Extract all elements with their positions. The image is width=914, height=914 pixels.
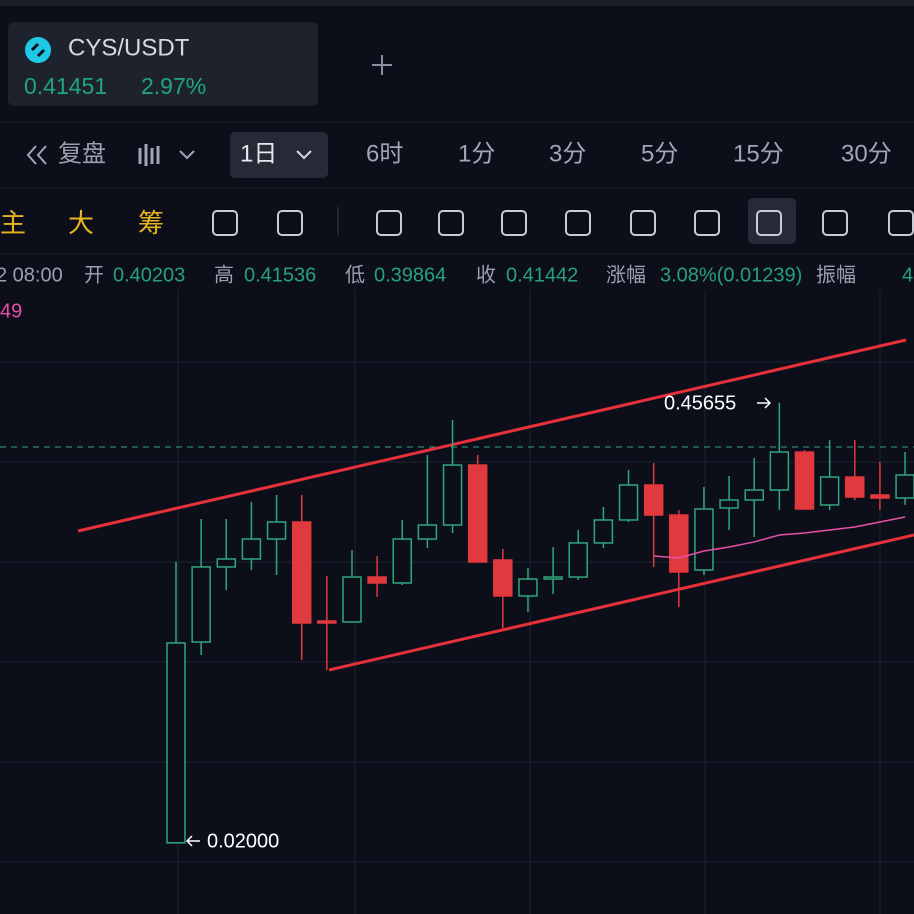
high-annotation: 0.45655 [664,392,736,414]
tool-icon[interactable] [756,210,782,236]
channel-upper[interactable] [77,338,907,533]
tool-icon[interactable] [565,210,591,236]
chevron[interactable] [296,150,312,160]
candle-body [342,576,362,623]
info-open: 0.40203 [113,264,185,286]
candle-body [719,499,739,509]
coin-icon-mark [30,42,46,58]
candle-body [593,519,614,544]
tool-icon[interactable] [630,210,656,236]
ma-line [653,516,906,559]
info-open-label: 开 [84,264,104,286]
candle-body [166,642,186,844]
candle-body [845,476,865,498]
info-close-label: 收 [476,263,496,286]
candle-body [819,476,840,506]
candle-body [769,451,790,491]
chart-type-icon[interactable] [138,144,160,166]
tool-icon[interactable] [212,210,238,236]
low-annotation: 0.02000 [207,830,279,852]
indicator[interactable]: 主 [0,208,26,238]
candle-body [467,464,488,563]
tool-icon[interactable] [438,210,464,236]
candle-body [266,521,287,540]
candle-body [895,474,914,499]
tool-icon[interactable] [501,210,527,236]
interval[interactable]: 1分 [458,140,495,167]
low-arrow [185,835,200,847]
replay[interactable]: 复盘 [58,140,106,167]
candle-body [317,620,337,624]
candle-body [442,464,463,526]
interval[interactable]: 3分 [549,140,586,167]
candle-body [543,576,563,580]
candle-body [216,558,237,568]
candle-body [794,451,815,510]
info-high-label: 高 [214,263,234,286]
candle-body [367,576,387,584]
info-amp-label: 振幅 [816,263,856,286]
candle-body [744,489,764,501]
candle-body [669,514,689,573]
candle-body [417,524,438,540]
info-time: 2 08:00 [0,264,63,286]
candle-body [694,508,714,571]
tool-selected[interactable] [748,198,796,244]
candle-body [518,578,538,597]
symbol-tab[interactable] [8,22,318,106]
info-close: 0.41442 [506,264,578,286]
coin-icon [25,37,51,63]
change: 2.97% [141,73,206,99]
replay-icon[interactable] [26,145,47,165]
indicator[interactable]: 大 [68,208,94,238]
tool-icon[interactable] [376,210,402,236]
candle-body [870,494,890,499]
add-tab[interactable] [372,55,392,75]
info-low: 0.39864 [374,264,446,286]
candle-body [392,538,413,584]
candle-body [643,484,664,516]
candle-body [191,566,211,643]
price: 0.41451 [24,73,107,99]
interval[interactable]: 1日 [240,140,277,167]
tool-icon[interactable] [694,210,720,236]
candle-body [493,559,513,597]
tool-icon[interactable] [888,210,914,236]
info-change: 3.08%(0.01239) [660,264,802,286]
interval-selected[interactable] [230,132,328,178]
info-low-label: 低 [345,263,365,286]
top-strip [0,0,914,6]
interval[interactable]: 5分 [641,140,678,167]
symbol: CYS/USDT [68,34,190,61]
ma-label: 49 [0,300,22,322]
indicator[interactable]: 筹 [138,208,164,238]
candle-body [241,538,262,560]
high-arrow [757,397,772,409]
candle-body [291,521,312,624]
candle-body [568,542,588,578]
candle-body [618,484,639,521]
tool-icon[interactable] [277,210,303,236]
info-amp: 4 [902,264,913,286]
chevron[interactable] [179,150,195,160]
info-high: 0.41536 [244,264,316,286]
channel-lower[interactable] [328,533,914,672]
tool-icon[interactable] [822,210,848,236]
info-change-label: 涨幅 [606,263,646,286]
interval[interactable]: 6时 [366,140,403,167]
interval[interactable]: 30分 [841,140,892,167]
interval[interactable]: 15分 [733,140,784,167]
